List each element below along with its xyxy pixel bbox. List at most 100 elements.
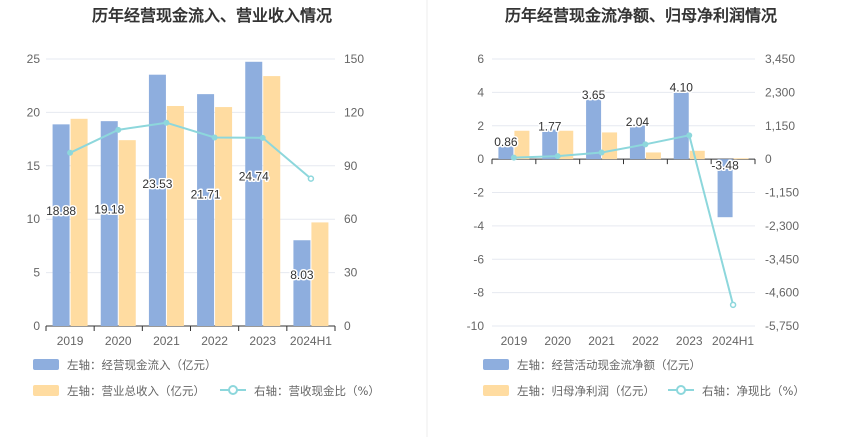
bar-cash-inflow[interactable] [293,240,311,326]
ratio-point[interactable] [163,119,170,126]
left-axis-tick-label: -4 [473,219,484,233]
ratio-line [513,134,735,306]
bar-net-cash-flow[interactable] [498,144,514,160]
right-axis-tick-label: 3,450 [765,52,795,66]
ratio-point[interactable] [67,149,74,156]
left-axis-tick-label: -10 [467,319,485,333]
right-axis-tick-label: 150 [344,52,364,66]
bar-data-label: 2.04 [626,115,650,129]
ratio-point-last[interactable] [729,301,737,309]
bar-net-profit[interactable] [558,130,574,160]
legend-label-ratio[interactable]: 右轴：营收现金比（%） [254,384,380,398]
ratio-point[interactable] [598,149,605,156]
legend-label-net-profit[interactable]: 左轴：归母净利润（亿元） [517,384,655,398]
ratio-point-last[interactable] [307,175,315,182]
bar-data-label: 23.53 [142,177,172,191]
bar-net-profit[interactable] [602,132,618,160]
bar-data-label: 1.77 [538,120,562,134]
left-axis-tick-label: 6 [477,52,484,66]
bar-net-cash-flow[interactable] [673,90,689,160]
bar-revenue[interactable] [311,222,329,326]
ratio-line [69,121,312,180]
bar-data-label: 19.18 [94,202,124,216]
right-axis-tick-label: -2,300 [765,219,799,233]
bar-net-cash-flow[interactable] [717,159,733,218]
right-axis-tick-label: 90 [344,159,358,173]
category-tick-label: 2021 [588,334,615,348]
right-axis-tick-label: -1,150 [765,186,799,200]
bar-net-profit[interactable] [514,130,530,160]
left-axis-tick-label: 25 [27,52,41,66]
bar-revenue[interactable] [263,76,281,326]
right-axis-tick-label: -5,750 [765,319,799,333]
left-axis-tick-label: -8 [473,286,484,300]
ratio-point[interactable] [686,132,693,139]
right-axis-tick-label: 30 [344,266,358,280]
legend: 左轴：经营现金流入（亿元） 左轴：营业总收入（亿元） 右轴：营收现金比（%） [33,358,380,398]
bar-net-cash-flow[interactable] [542,129,558,160]
legend-swatch-net-cash-flow [483,359,509,370]
left-axis-tick-label: -2 [473,186,484,200]
bar-cash-inflow[interactable] [197,94,215,326]
right-axis-tick-label: 60 [344,212,358,226]
bar-data-label: 24.74 [239,170,269,184]
category-tick-label: 2022 [632,334,659,348]
bar-net-profit[interactable] [689,150,705,160]
chart-cash-inflow-revenue: 历年经营现金流入、营业收入情况 18.88 19.18 23.53 21.71 24.7… [27,6,380,398]
ratio-point[interactable] [211,134,218,141]
bar-cash-inflow[interactable] [245,61,263,327]
ratio-point[interactable] [554,153,561,160]
chart-net-cash-flow-profit: 历年经营现金流净额、归母净利润情况 0.86 1.77 3.65 2.04 4.10 -3… [467,6,805,398]
right-axis-tick-label: 0 [765,152,772,166]
right-axis-tick-label: -4,600 [765,286,799,300]
ratio-point[interactable] [115,126,122,133]
bar-revenue[interactable] [166,105,184,326]
category-tick-label: 2024H1 [290,334,332,348]
bar-revenue[interactable] [118,140,136,326]
bar-data-label: 21.71 [191,187,221,201]
left-axis-tick-label: 20 [27,105,41,119]
bar-net-cash-flow[interactable] [586,98,602,160]
legend: 左轴：经营活动现金流净额（亿元） 左轴：归母净利润（亿元） 右轴：净现比（%） [483,358,805,398]
bar-revenue[interactable] [215,107,233,326]
category-tick-label: 2020 [544,334,571,348]
left-axis-tick-label: -6 [473,252,484,266]
ratio-point[interactable] [259,134,266,141]
chart-title: 历年经营现金流入、营业收入情况 [92,6,332,25]
ratio-point[interactable] [642,141,649,148]
legend-swatch-revenue [33,385,59,396]
category-tick-label: 2019 [501,334,528,348]
legend-swatch-ratio-marker [228,385,238,395]
category-tick-label: 2024H1 [712,334,754,348]
bar-revenue[interactable] [70,118,88,326]
legend-swatch-net-profit [483,385,509,396]
bar-cash-inflow[interactable] [100,121,118,327]
ratio-point[interactable] [510,154,517,161]
bar-net-profit[interactable] [733,158,749,160]
left-axis-tick-label: 4 [477,85,484,99]
legend-label-revenue[interactable]: 左轴：营业总收入（亿元） [67,384,205,398]
bar-net-profit[interactable] [645,152,661,160]
right-axis-tick-label: 120 [344,105,364,119]
bar-data-label: 4.10 [670,81,694,95]
category-tick-label: 2023 [249,334,276,348]
legend-swatch-cash-inflow [33,359,59,370]
left-axis-tick-label: 0 [33,319,40,333]
right-axis-tick-label: 1,150 [765,119,795,133]
legend-label-cash-inflow[interactable]: 左轴：经营现金流入（亿元） [67,358,217,372]
bar-data-label: 0.86 [494,135,518,149]
bar-data-label: 8.03 [290,268,314,282]
left-axis-tick-label: 0 [477,152,484,166]
category-tick-label: 2022 [201,334,228,348]
right-axis-tick-label: 2,300 [765,85,795,99]
bar-cash-inflow[interactable] [148,74,166,326]
bar-net-cash-flow[interactable] [629,125,645,160]
category-tick-label: 2021 [153,334,180,348]
category-tick-label: 2023 [676,334,703,348]
legend-label-netcash-ratio[interactable]: 右轴：净现比（%） [702,384,805,398]
left-axis-tick-label: 2 [477,119,484,133]
right-axis-tick-label: 0 [344,319,351,333]
legend-label-net-cash-flow[interactable]: 左轴：经营活动现金流净额（亿元） [517,358,701,372]
bar-cash-inflow[interactable] [52,124,70,326]
